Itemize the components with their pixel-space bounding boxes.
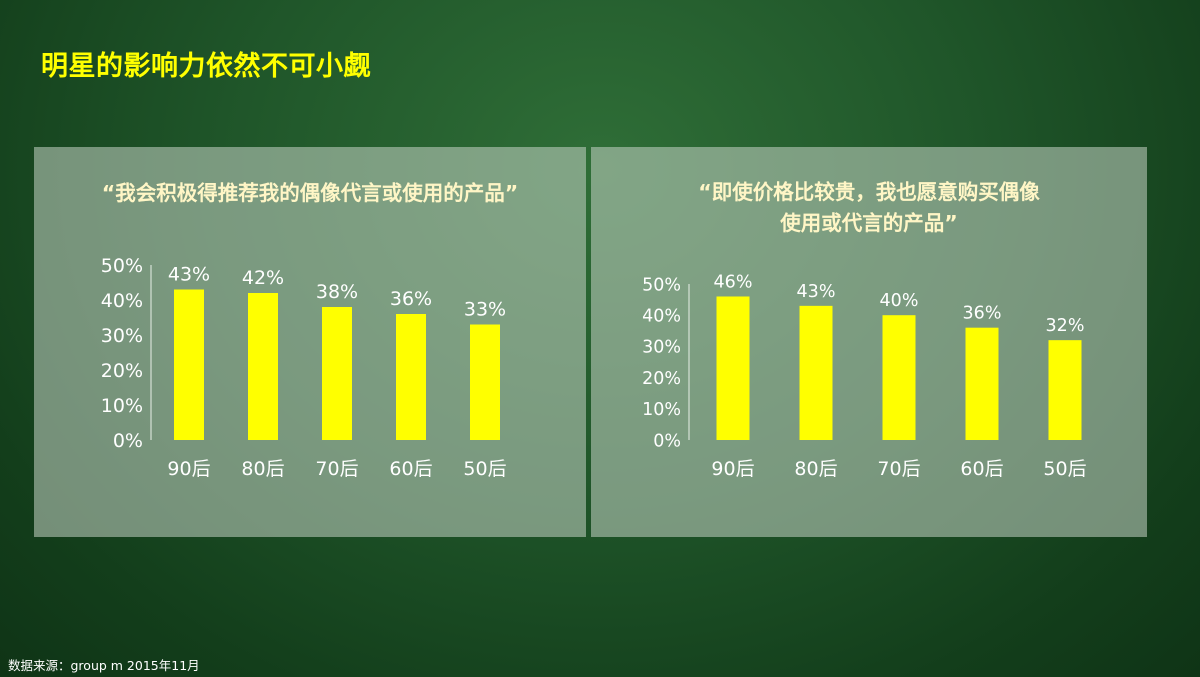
x-category-label: 70后 bbox=[315, 458, 358, 480]
bar bbox=[248, 293, 278, 440]
y-tick-label: 40% bbox=[101, 290, 143, 312]
x-category-label: 60后 bbox=[960, 458, 1003, 480]
bar bbox=[882, 315, 916, 440]
x-category-label: 50后 bbox=[463, 458, 506, 480]
bar-data-label: 33% bbox=[464, 299, 506, 321]
y-tick-label: 30% bbox=[642, 338, 681, 358]
bar-data-label: 40% bbox=[880, 291, 919, 311]
y-tick-label: 20% bbox=[642, 369, 681, 389]
y-tick-label: 10% bbox=[101, 395, 143, 417]
bar-chart-right: 0% 10% 20% 30% 40% 50% 46% 90后 43% 80后 40% 70后 36% 60… bbox=[642, 272, 1087, 480]
bar bbox=[174, 289, 204, 440]
bar-data-label: 36% bbox=[963, 304, 1002, 324]
bar-data-label: 42% bbox=[242, 267, 284, 289]
page-title: 明星的影响力依然不可小觑 bbox=[41, 51, 371, 82]
y-tick-label: 20% bbox=[101, 360, 143, 382]
bar-data-label: 43% bbox=[168, 264, 210, 286]
bar bbox=[470, 324, 500, 440]
y-tick-label: 10% bbox=[642, 400, 681, 420]
chart-title-right-line-2: 使用或代言的产品” bbox=[780, 211, 958, 235]
bar-data-label: 43% bbox=[797, 282, 836, 302]
y-tick-label: 50% bbox=[101, 255, 143, 277]
y-tick-label: 0% bbox=[113, 430, 143, 452]
x-category-label: 50后 bbox=[1043, 458, 1086, 480]
bar bbox=[396, 314, 426, 440]
bar bbox=[322, 307, 352, 440]
bar-data-label: 36% bbox=[390, 288, 432, 310]
bar bbox=[799, 305, 833, 440]
chart-title-right-line-1: “即使价格比较贵，我也愿意购买偶像 bbox=[698, 180, 1040, 204]
y-tick-label: 0% bbox=[653, 431, 681, 451]
x-category-label: 90后 bbox=[167, 458, 210, 480]
data-source-footer: 数据来源：group m 2015年11月 bbox=[8, 658, 200, 673]
y-tick-label: 50% bbox=[642, 275, 681, 295]
y-tick-label: 40% bbox=[642, 307, 681, 327]
chart-title-right: “即使价格比较贵，我也愿意购买偶像 使用或代言的产品” bbox=[591, 177, 1147, 239]
bar-data-label: 38% bbox=[316, 281, 358, 303]
bar bbox=[1048, 340, 1082, 440]
chart-title-left-line: “我会积极得推荐我的偶像代言或使用的产品” bbox=[101, 181, 519, 205]
bar bbox=[965, 327, 999, 440]
x-category-label: 70后 bbox=[877, 458, 920, 480]
chart-title-left: “我会积极得推荐我的偶像代言或使用的产品” bbox=[34, 178, 586, 209]
x-category-label: 80后 bbox=[794, 458, 837, 480]
bar bbox=[716, 296, 750, 440]
x-category-label: 90后 bbox=[711, 458, 754, 480]
bar-data-label: 46% bbox=[714, 272, 753, 292]
bar-chart-left: 0% 10% 20% 30% 40% 50% 43% 90后 42% 80后 38% 70后 36% 60… bbox=[101, 255, 507, 480]
x-category-label: 80后 bbox=[241, 458, 284, 480]
x-category-label: 60后 bbox=[389, 458, 432, 480]
y-tick-label: 30% bbox=[101, 325, 143, 347]
bar-data-label: 32% bbox=[1046, 316, 1085, 336]
